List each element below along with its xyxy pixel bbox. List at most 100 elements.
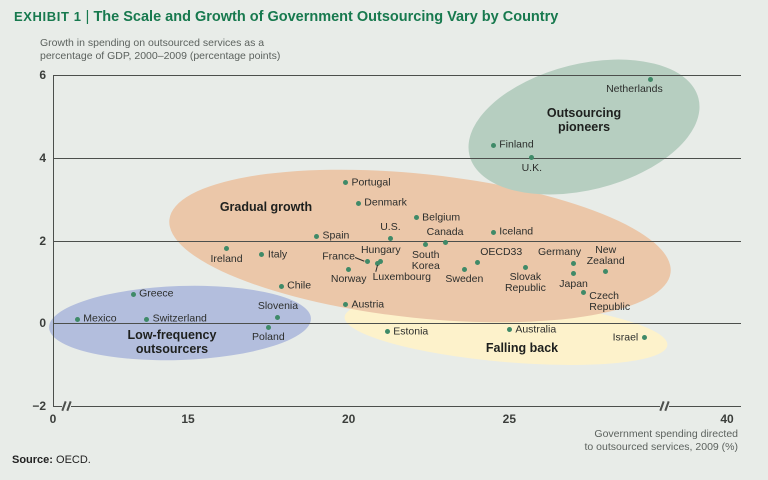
point-label: Italy: [267, 248, 288, 261]
point-dot: [275, 314, 281, 320]
point-label: Slovenia: [257, 300, 299, 313]
y-tick-label: 0: [39, 316, 46, 331]
point-label: Estonia: [393, 325, 429, 338]
source-note: Source: OECD.: [12, 454, 91, 466]
point-label: South Korea: [411, 248, 440, 272]
point-dot: [384, 329, 390, 335]
y-axis-title: Growth in spending on outsourced service…: [40, 37, 280, 63]
point-dot: [342, 302, 348, 308]
point-label: Switzerland: [152, 312, 207, 325]
point-dot: [571, 260, 577, 266]
point-dot: [378, 258, 384, 264]
point-dot: [365, 258, 371, 264]
point-dot: [641, 335, 647, 341]
point-dot: [265, 324, 271, 330]
point-dot: [423, 242, 429, 248]
point-label: Greece: [139, 287, 174, 300]
x-axis-line: [53, 406, 741, 408]
point-dot: [346, 266, 352, 272]
point-dot: [490, 142, 496, 148]
region-label-gradual: Gradual growth: [219, 200, 313, 214]
page-title: The Scale and Growth of Government Outso…: [93, 9, 559, 25]
point-label: Norway: [330, 273, 367, 286]
source-value: OECD.: [56, 454, 91, 466]
point-dot: [314, 233, 320, 239]
x-tick-label: 0: [49, 412, 57, 427]
point-dot: [74, 316, 80, 322]
source-label: Source:: [12, 454, 53, 466]
point-label: Australia: [515, 322, 557, 335]
y-tick-label: 6: [39, 67, 46, 82]
point-label: Israel: [612, 331, 639, 344]
x-axis-title: Government spending directed to outsourc…: [585, 428, 739, 454]
point-label: Slovak Republic: [504, 271, 546, 295]
y-tick-label: 4: [39, 150, 46, 165]
y-axis-title-line2: percentage of GDP, 2000–2009 (percentage…: [40, 50, 281, 63]
x-tick-label: 15: [181, 412, 195, 427]
point-dot: [522, 264, 528, 270]
point-label: Finland: [499, 138, 534, 151]
region-label-falling: Falling back: [485, 341, 559, 355]
point-dot: [342, 180, 348, 186]
point-dot: [224, 246, 230, 252]
point-label: Austria: [351, 298, 385, 311]
point-dot: [474, 259, 480, 265]
gridline-y6: [53, 74, 741, 76]
point-dot: [278, 283, 284, 289]
point-label: Germany: [538, 246, 582, 259]
point-label: Chile: [287, 279, 312, 292]
point-dot: [387, 235, 393, 241]
x-tick-label: 25: [502, 412, 517, 427]
point-dot: [490, 229, 496, 235]
gridline-y0: [53, 323, 741, 325]
gridline-y4: [53, 157, 741, 159]
point-label: Japan: [559, 277, 588, 290]
y-axis-line: [53, 74, 54, 407]
point-dot: [506, 327, 512, 332]
point-label: Mexico: [83, 312, 117, 325]
point-dot: [648, 76, 654, 82]
point-label: Ireland: [210, 252, 243, 265]
y-tick-label: −2: [32, 399, 46, 414]
point-label: France: [322, 250, 355, 263]
x-axis-title-line1: Government spending directed: [594, 428, 738, 440]
point-dot: [355, 200, 361, 206]
point-dot: [413, 215, 419, 221]
x-tick-label: 20: [341, 412, 356, 427]
point-label: Denmark: [364, 196, 407, 209]
point-dot: [580, 289, 586, 295]
title-separator: |: [85, 8, 90, 25]
region-label-pioneers: Outsourcing pioneers: [546, 106, 622, 134]
point-label: Canada: [426, 225, 464, 238]
region-label-lowfreq: Low-frequency outsourcers: [127, 328, 217, 356]
point-label: Netherlands: [606, 83, 663, 96]
x-axis-break-gap: [61, 403, 71, 411]
x-axis-title-line2: to outsourced services, 2009 (%): [584, 441, 739, 454]
point-dot: [130, 291, 136, 297]
point-label: Spain: [322, 229, 350, 242]
x-axis-break-gap: [659, 403, 669, 411]
point-label: Luxembourg: [372, 271, 431, 284]
exhibit-title: Exhibit 1 | The Scale and Growth of Govern…: [14, 8, 558, 26]
point-label: Sweden: [445, 273, 484, 286]
y-tick-label: 2: [39, 233, 46, 248]
point-dot: [442, 240, 448, 246]
point-dot: [144, 316, 150, 322]
point-label: U.S.: [380, 221, 401, 234]
x-tick-label: 40: [720, 412, 734, 427]
point-dot: [375, 260, 381, 266]
point-label: OECD33: [480, 246, 523, 259]
exhibit-number: Exhibit 1: [14, 9, 82, 24]
point-label: Portugal: [351, 176, 391, 189]
point-dot: [461, 266, 467, 272]
point-dot: [603, 269, 609, 275]
point-dot: [529, 155, 535, 161]
point-label: Poland: [251, 331, 285, 344]
point-label: Iceland: [499, 225, 534, 238]
point-dot: [571, 271, 577, 277]
point-label: Belgium: [422, 211, 461, 224]
point-label: Czech Republic: [589, 290, 631, 314]
point-label: U.K.: [521, 161, 543, 174]
